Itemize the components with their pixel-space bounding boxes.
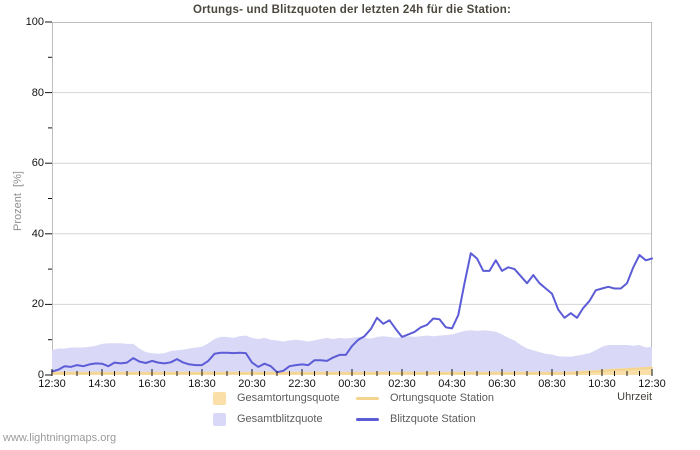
line-swatch-icon xyxy=(356,417,379,421)
x-axis-title: Uhrzeit xyxy=(617,391,652,403)
area-swatch-icon xyxy=(213,412,226,426)
legend-item-gesamtortungsquote: Gesamtortungsquote xyxy=(213,390,340,406)
legend: Gesamtortungsquote Ortungsquote Station … xyxy=(0,389,700,431)
x-tick-label: 18:30 xyxy=(188,378,216,390)
legend-label: Gesamtblitzquote xyxy=(237,413,323,425)
y-tick-label: 100 xyxy=(25,16,44,28)
legend-item-ortungsquote-station: Ortungsquote Station xyxy=(356,390,494,406)
legend-item-gesamtblitzquote: Gesamtblitzquote xyxy=(213,411,323,427)
area-swatch-icon xyxy=(213,391,226,405)
legend-label: Gesamtortungsquote xyxy=(237,392,340,404)
x-tick-label: 06:30 xyxy=(488,378,516,390)
y-tick-label: 0 xyxy=(37,369,44,381)
line-swatch-icon xyxy=(356,396,379,400)
x-tick-label: 22:30 xyxy=(288,378,316,390)
x-tick-label: 16:30 xyxy=(138,378,166,390)
chart-title: Ortungs- und Blitzquoten der letzten 24h… xyxy=(192,4,512,16)
x-tick-label: 14:30 xyxy=(88,378,116,390)
legend-label: Ortungsquote Station xyxy=(390,392,494,404)
x-tick-label: 20:30 xyxy=(238,378,266,390)
x-tick-label: 10:30 xyxy=(588,378,616,390)
x-tick-label: 04:30 xyxy=(438,378,466,390)
y-tick-label: 40 xyxy=(31,227,44,240)
legend-item-blitzquote-station: Blitzquote Station xyxy=(356,411,476,427)
x-tick-label: 02:30 xyxy=(388,378,416,390)
legend-label: Blitzquote Station xyxy=(390,413,476,425)
y-tick-label: 60 xyxy=(31,157,44,170)
x-tick-label: 12:30 xyxy=(638,378,666,390)
watermark: www.lightningmaps.org xyxy=(3,432,117,444)
y-tick-label: 80 xyxy=(31,86,44,99)
y-tick-label: 20 xyxy=(31,298,44,311)
x-tick-label: 08:30 xyxy=(538,378,566,390)
x-tick-label: 00:30 xyxy=(338,378,366,390)
x-tick-label: 12:30 xyxy=(38,378,66,390)
